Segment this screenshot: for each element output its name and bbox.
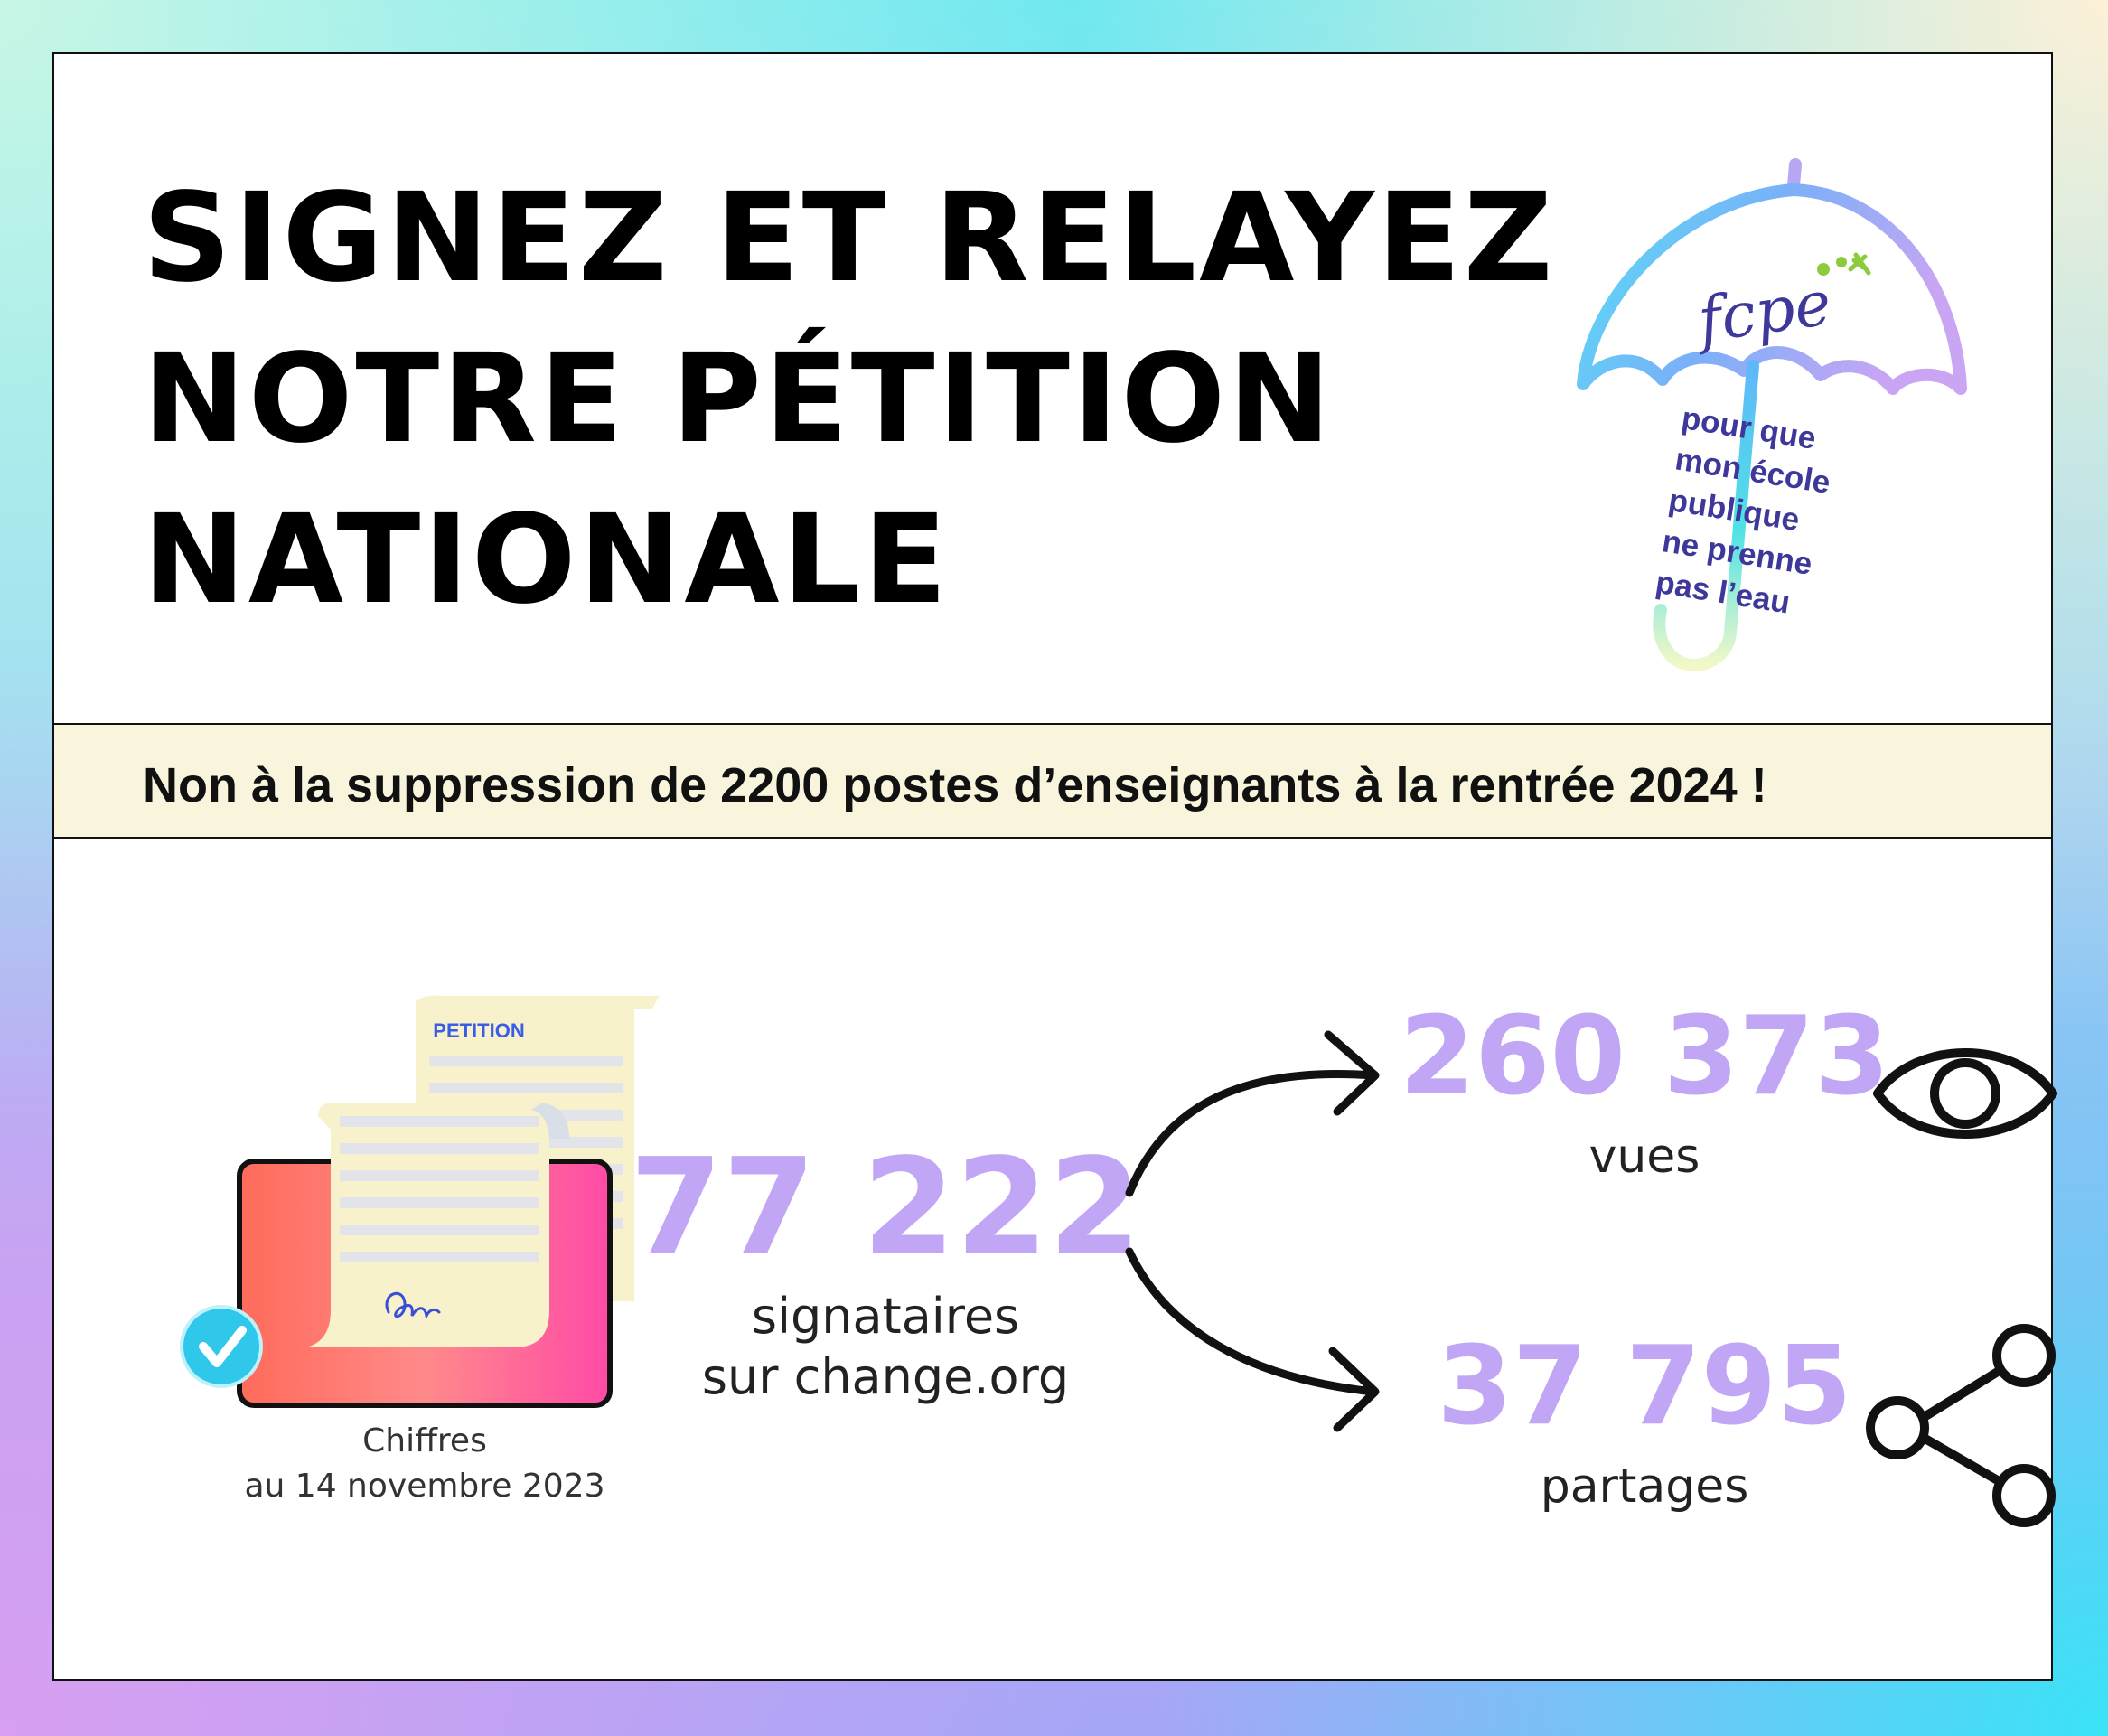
logo-slogan: pour que mon école publique ne prenne pa… <box>1653 398 1917 640</box>
front-petition-sheet <box>309 1103 569 1347</box>
headline-line-1: SIGNEZ ET RELAYEZ <box>143 167 1556 310</box>
fcpe-brand-text: fcpe <box>1690 267 1836 357</box>
eye-icon <box>1873 1048 2057 1139</box>
signature-scribble <box>385 1291 441 1320</box>
views-label: vues <box>1588 1130 1700 1184</box>
date-caption-line-1: Chiffres <box>362 1422 487 1459</box>
headline-line-2: NOTRE PÉTITION <box>143 328 1334 471</box>
petition-title: PETITION <box>433 1019 524 1042</box>
headline: SIGNEZ ET RELAYEZ NOTRE PÉTITION NATIONA… <box>143 158 1556 641</box>
arrow-up-icon <box>1125 1030 1380 1197</box>
shares-label: partages <box>1540 1459 1749 1514</box>
signatures-source: sur change.org <box>701 1348 1070 1405</box>
share-icon <box>1866 1324 2056 1527</box>
views-count: 260 373 <box>1399 994 1890 1120</box>
banner-text: Non à la suppression de 2200 postes d’en… <box>143 758 1767 812</box>
banner: Non à la suppression de 2200 postes d’en… <box>54 723 2051 839</box>
petition-illustration: PETITION <box>180 995 660 1408</box>
headline-line-3: NATIONALE <box>143 489 951 632</box>
infographic-card: SIGNEZ ET RELAYEZ NOTRE PÉTITION NATIONA… <box>52 52 2057 1681</box>
arrow-down-icon <box>1125 1247 1380 1432</box>
signatures-count: 77 222 <box>629 1130 1142 1285</box>
shares-count: 37 795 <box>1437 1324 1852 1450</box>
date-caption: Chiffres au 14 novembre 2023 <box>154 1419 696 1509</box>
signatures-label: signataires <box>751 1288 1020 1345</box>
check-badge-icon <box>180 1305 263 1388</box>
fcpe-umbrella-logo: fcpe <box>1577 158 1967 672</box>
date-caption-line-2: au 14 novembre 2023 <box>244 1468 605 1505</box>
